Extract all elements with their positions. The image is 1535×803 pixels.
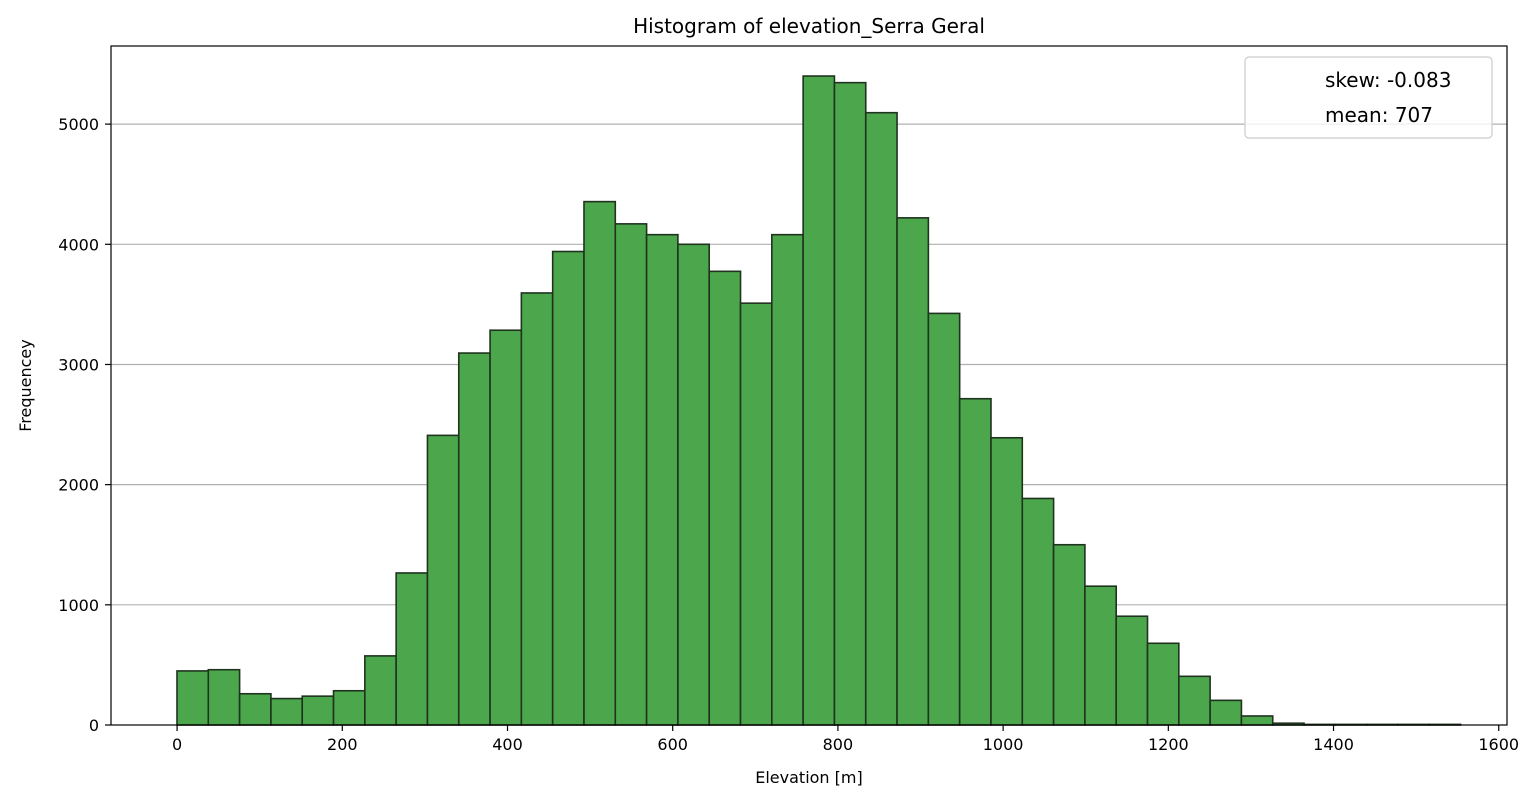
x-tick-label: 0 xyxy=(172,735,182,754)
histogram-bar xyxy=(426,434,460,726)
x-tick-label: 1600 xyxy=(1478,735,1519,754)
x-tick-label: 1000 xyxy=(983,735,1024,754)
histogram-bar xyxy=(1240,715,1274,726)
histogram-bar xyxy=(551,250,585,726)
x-tick-label: 400 xyxy=(492,735,523,754)
legend: skew: -0.083 mean: 707 xyxy=(1244,56,1493,139)
legend-entry-skew: skew: -0.083 xyxy=(1325,68,1451,92)
histogram-bar xyxy=(896,217,930,726)
histogram-bar xyxy=(1052,543,1086,726)
x-tick-label: 1200 xyxy=(1148,735,1189,754)
histogram-bar xyxy=(927,312,961,726)
x-tick-label: 800 xyxy=(823,735,854,754)
x-axis-label: Elevation [m] xyxy=(755,768,862,787)
histogram-bar xyxy=(1146,642,1180,726)
histogram-bar xyxy=(1084,585,1118,726)
histogram-bar xyxy=(1021,497,1055,726)
histogram-bar xyxy=(833,81,867,726)
histogram-bar xyxy=(771,233,804,726)
y-tick-label: 1000 xyxy=(58,596,99,615)
histogram-bar xyxy=(1115,615,1149,726)
y-tick-label: 4000 xyxy=(58,235,99,254)
legend-box xyxy=(1244,56,1493,139)
y-tick-label: 5000 xyxy=(58,115,99,134)
histogram-bar xyxy=(270,697,304,726)
histogram-bar xyxy=(1209,699,1243,726)
histogram-bar xyxy=(238,692,272,726)
histogram-bar xyxy=(739,302,773,726)
histogram-bar xyxy=(958,397,992,726)
y-tick-label: 3000 xyxy=(58,355,99,374)
histogram-bar xyxy=(677,243,711,726)
histogram-bar xyxy=(207,668,241,726)
x-tick-label: 600 xyxy=(657,735,688,754)
chart-title: Histogram of elevation_Serra Geral xyxy=(633,14,985,38)
histogram-bar xyxy=(802,75,836,726)
histogram-bar xyxy=(645,233,679,726)
histogram-bar xyxy=(332,689,366,726)
histogram-bar xyxy=(583,200,617,726)
histogram-bar xyxy=(364,655,397,726)
y-axis-ticks: 0 1000 2000 3000 4000 5000 xyxy=(58,115,111,735)
plot-frame xyxy=(110,45,1508,726)
histogram-bar xyxy=(457,352,491,726)
x-tick-label: 1400 xyxy=(1313,735,1354,754)
histogram-bar xyxy=(520,292,554,726)
y-tick-label: 0 xyxy=(89,716,99,735)
histogram-bar xyxy=(990,436,1024,726)
histogram-bar xyxy=(395,572,429,726)
y-axis-label: Frequencey xyxy=(16,339,35,432)
histogram-bar xyxy=(708,270,742,726)
histogram-bar xyxy=(301,695,335,726)
histogram-bar xyxy=(864,111,898,726)
histogram-bar xyxy=(176,670,210,726)
histogram-bar xyxy=(489,329,523,726)
histogram-bar xyxy=(614,223,648,726)
legend-entry-mean: mean: 707 xyxy=(1325,103,1433,127)
x-axis-ticks: 0 200 400 600 800 1000 1200 1400 1600 xyxy=(172,725,1519,754)
y-tick-label: 2000 xyxy=(58,476,99,495)
x-tick-label: 200 xyxy=(327,735,358,754)
histogram-bar xyxy=(1178,675,1211,726)
